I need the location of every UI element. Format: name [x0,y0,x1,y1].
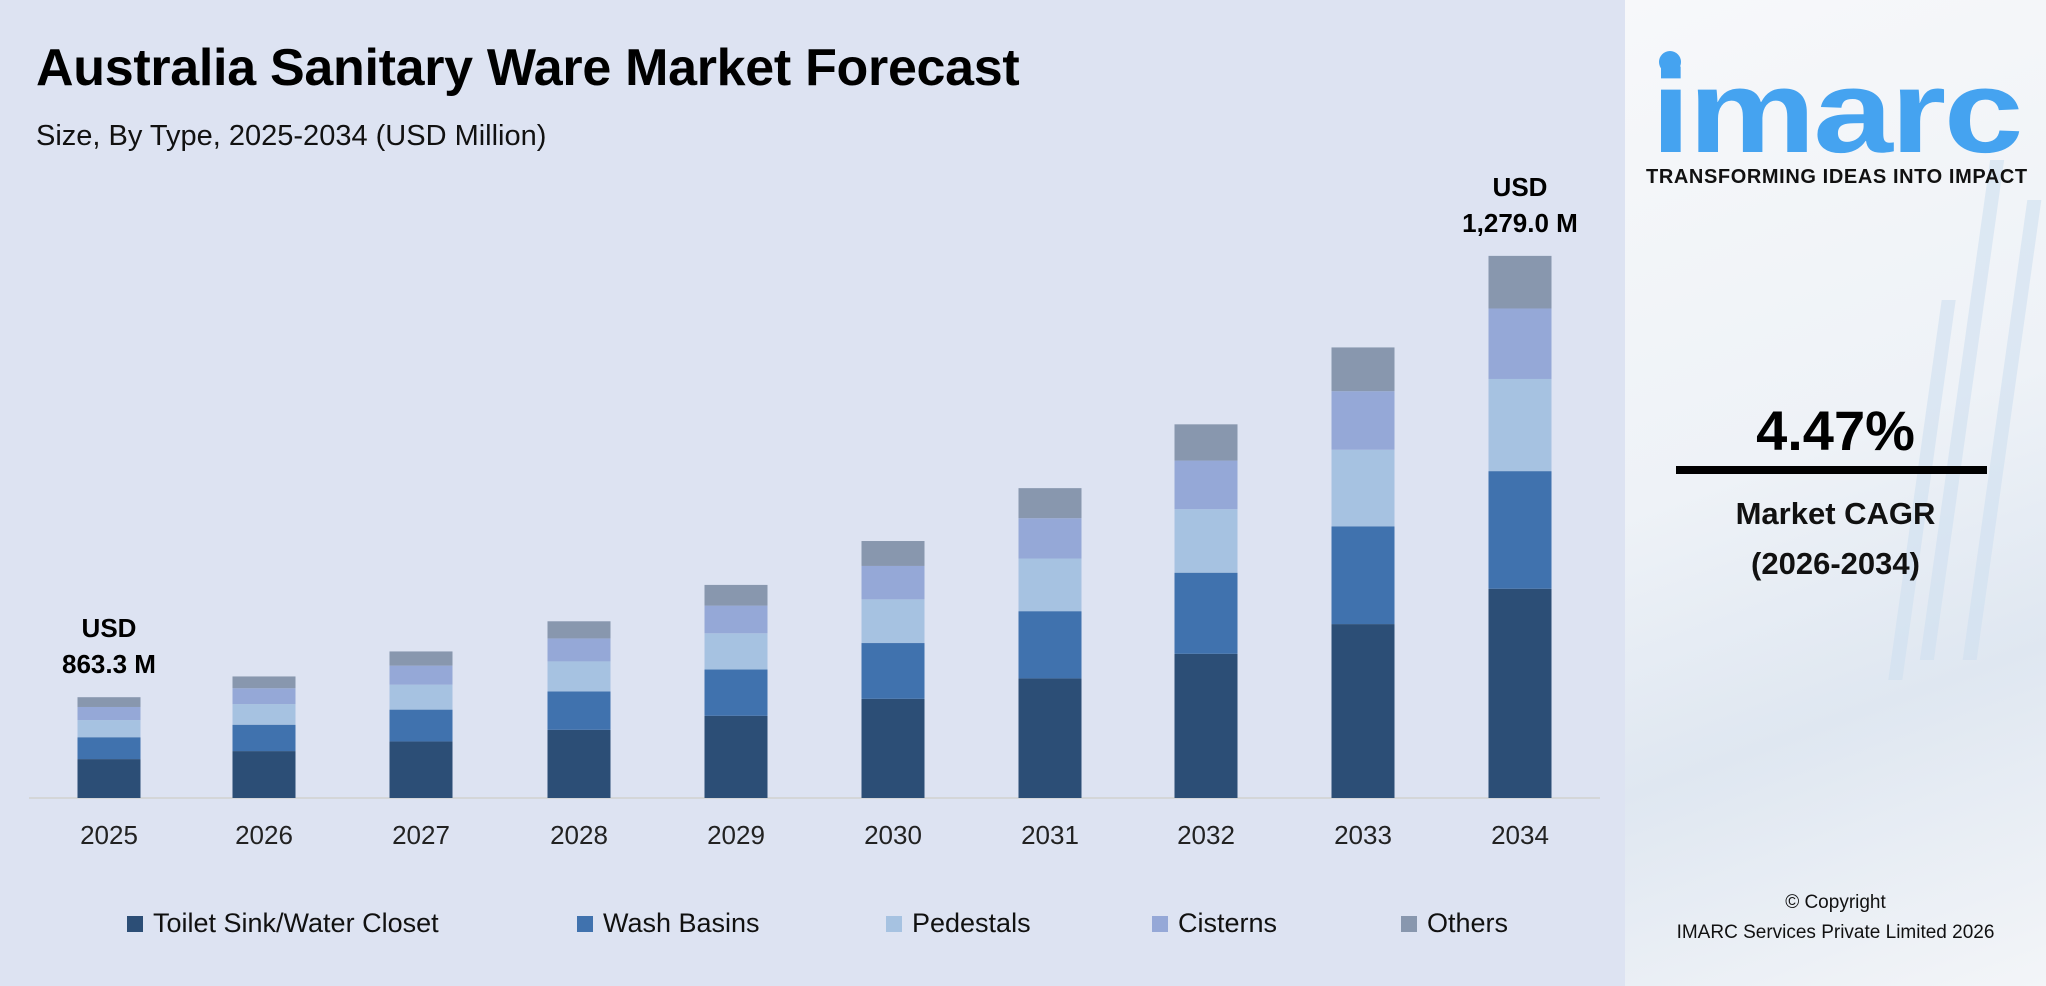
legend-label: Others [1427,908,1509,938]
x-tick-label: 2034 [1491,820,1549,850]
legend-label: Wash Basins [603,908,760,938]
x-tick-label: 2025 [80,820,138,850]
bar-segment-2034-cisterns [1488,308,1552,379]
bar-segment-2032-toilet-sink-water-closet [1174,653,1238,798]
legend-swatch [886,915,902,932]
bar-segment-2026-pedestals [232,704,296,725]
bar-segment-2032-others [1174,424,1238,461]
bar-segment-2027-pedestals [389,684,453,710]
bar-segment-2025-pedestals [77,720,141,738]
legend-item: Others [1401,908,1508,939]
bar-segment-2033-cisterns [1331,391,1395,450]
x-tick-label: 2031 [1021,820,1079,850]
bar-segment-2027-cisterns [389,665,453,685]
bar-segment-2032-wash-basins [1174,572,1238,654]
bar-segment-2026-cisterns [232,688,296,705]
bar-segment-2028-toilet-sink-water-closet [547,729,611,798]
x-tick-label: 2027 [392,820,450,850]
total-annotation-2025: USD [82,613,137,643]
legend: Toilet Sink/Water Closet Wash Basins Pedes… [0,908,1625,944]
bar-segment-2031-wash-basins [1018,611,1082,679]
bar-segment-2031-pedestals [1018,558,1082,612]
legend-item: Wash Basins [577,908,760,939]
bar-segment-2028-cisterns [547,638,611,662]
total-annotation-2025: 863.3 M [62,649,156,679]
bar-segment-2030-others [861,541,925,566]
bar-segment-2033-others [1331,347,1395,392]
legend-item: Cisterns [1152,908,1277,939]
bar-segment-2029-pedestals [704,633,768,670]
chart-title: Australia Sanitary Ware Market Forecast [36,39,1020,97]
legend-swatch [1401,915,1417,932]
bar-segment-2029-cisterns [704,605,768,634]
bar-segment-2034-wash-basins [1488,471,1552,589]
copyright-line-2: IMARC Services Private Limited 2026 [1676,922,1995,943]
legend-item: Toilet Sink/Water Closet [127,908,439,939]
svg-text:imarc: imarc [1651,46,2021,162]
bar-segment-2031-others [1018,488,1082,519]
copyright-line-1: © Copyright [1785,892,1886,913]
x-tick-label: 2028 [550,820,608,850]
x-tick-label: 2030 [864,820,922,850]
bar-segment-2026-wash-basins [232,724,296,752]
bar-segment-2026-others [232,676,296,689]
x-tick-label: 2033 [1334,820,1392,850]
legend-swatch [577,915,593,932]
bar-segment-2025-others [77,697,141,707]
bar-segment-2028-others [547,621,611,639]
bar-segment-2025-cisterns [77,706,141,721]
bar-segment-2031-toilet-sink-water-closet [1018,678,1082,798]
logo-tagline: TRANSFORMING IDEAS INTO IMPACT [1646,166,2028,188]
x-tick-label: 2026 [235,820,293,850]
legend-item: Pedestals [886,908,1031,939]
legend-swatch [127,915,143,932]
bar-segment-2028-wash-basins [547,691,611,730]
bar-segment-2027-others [389,651,453,666]
bar-segment-2030-toilet-sink-water-closet [861,698,925,798]
legend-swatch [1152,915,1168,932]
bar-segment-2026-toilet-sink-water-closet [232,751,296,798]
bar-segment-2029-wash-basins [704,669,768,716]
legend-label: Cisterns [1178,908,1278,938]
bar-segment-2030-pedestals [861,599,925,644]
bar-segment-2031-cisterns [1018,518,1082,559]
bar-segment-2034-pedestals [1488,378,1552,472]
cagr-label: Market CAGR [1735,496,1936,531]
bar-segment-2027-toilet-sink-water-closet [389,741,453,798]
cagr-divider [1676,466,1987,474]
imarc-logo: imarc [1651,46,2023,162]
x-tick-label: 2032 [1177,820,1235,850]
bar-segment-2030-cisterns [861,565,925,600]
stacked-bar-chart: 2025 2026 2027 2028 2029 2030 2031 2032 2033 2034… [29,172,1600,850]
bar-segment-2033-pedestals [1331,449,1395,527]
total-annotation-2034: USD [1493,172,1548,202]
bar-segment-2029-others [704,584,768,606]
bar-segment-2033-toilet-sink-water-closet [1331,624,1395,798]
bar-segment-2032-pedestals [1174,509,1238,573]
bar-segment-2027-wash-basins [389,709,453,742]
total-annotation-2034: 1,279.0 M [1462,208,1578,238]
cagr-period: (2026-2034) [1751,546,1920,581]
sidebar-panel: imarc TRANSFORMING IDEAS INTO IMPACT 4.4… [1625,0,2046,986]
x-tick-label: 2029 [707,820,765,850]
bar-segment-2034-others [1488,255,1552,309]
legend-label: Pedestals [912,908,1031,938]
cagr-value: 4.47% [1756,399,1915,462]
bar-segment-2032-cisterns [1174,460,1238,510]
bar-segment-2025-toilet-sink-water-closet [77,759,141,798]
bar-segment-2029-toilet-sink-water-closet [704,715,768,798]
bar-segment-2034-toilet-sink-water-closet [1488,588,1552,798]
bar-segment-2028-pedestals [547,661,611,692]
legend-label: Toilet Sink/Water Closet [153,908,439,938]
bar-segment-2030-wash-basins [861,643,925,699]
chart-subtitle: Size, By Type, 2025-2034 (USD Million) [36,120,547,152]
bar-segment-2025-wash-basins [77,737,141,760]
bar-segment-2033-wash-basins [1331,526,1395,625]
